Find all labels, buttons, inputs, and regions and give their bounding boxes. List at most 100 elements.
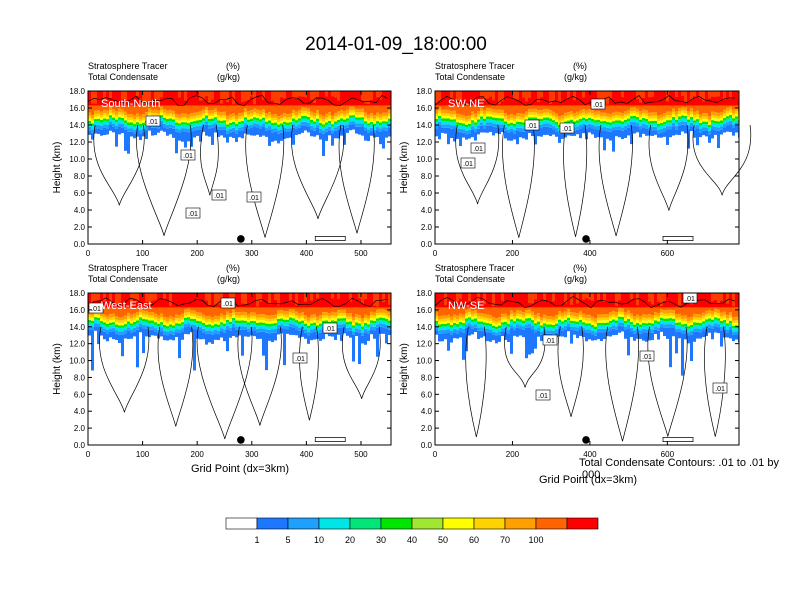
condensate-contours bbox=[87, 94, 389, 241]
colorbar-swatch bbox=[287, 517, 320, 530]
y-tick-label: 12.0 bbox=[416, 340, 432, 349]
cloud-contour bbox=[245, 124, 285, 238]
y-tick-label: 18.0 bbox=[69, 289, 85, 298]
contour-label-box bbox=[88, 302, 104, 314]
colorbar-swatch bbox=[442, 517, 475, 530]
cloud-contour bbox=[692, 124, 752, 196]
tropopause-contour bbox=[87, 94, 389, 117]
contour-label: .01 bbox=[593, 102, 603, 109]
y-tick-label: 2.0 bbox=[74, 223, 86, 232]
colorbar-label: 30 bbox=[376, 535, 386, 545]
x-tick-label: 0 bbox=[433, 450, 438, 459]
plot-frame bbox=[434, 292, 740, 446]
field2-title: Total Condensate bbox=[435, 72, 505, 82]
panel-sw-ne: .01 .01 .01 .01 .01 0.0 2.0 4.0 6.0 8.0 10.0 12.0 14… bbox=[399, 61, 752, 258]
contour-label-box bbox=[590, 98, 606, 110]
contour-label-box bbox=[246, 191, 262, 203]
y-axis-label: Height (km) bbox=[52, 343, 63, 395]
y-axis-label: Height (km) bbox=[399, 343, 410, 395]
y-tick-label: 8.0 bbox=[74, 373, 86, 382]
contour-label-box bbox=[542, 334, 558, 346]
contour-label-box bbox=[470, 142, 486, 154]
panel-south-north: .01 .01 .01 .01 .01 0.0 2.0 4.0 6.0 8.0 10.0 12.0 14… bbox=[52, 61, 392, 258]
contour-label-box bbox=[535, 389, 551, 401]
x-tick-label: 400 bbox=[583, 450, 597, 459]
y-tick-label: 6.0 bbox=[421, 189, 433, 198]
x-tick-label: 0 bbox=[433, 249, 438, 258]
colorbar-label: 10 bbox=[314, 535, 324, 545]
colorbar-swatch bbox=[349, 517, 382, 530]
y-tick-label: 16.0 bbox=[69, 306, 85, 315]
x-tick-label: 300 bbox=[245, 249, 259, 258]
surface-contour bbox=[314, 437, 346, 442]
x-tick-label: 100 bbox=[136, 249, 150, 258]
y-tick-label: 2.0 bbox=[421, 223, 433, 232]
x-tick-label: 100 bbox=[136, 450, 150, 459]
x-tick-label: 400 bbox=[300, 249, 314, 258]
cloud-contour bbox=[93, 124, 145, 206]
y-tick-label: 12.0 bbox=[69, 138, 85, 147]
y-tick-label: 16.0 bbox=[69, 104, 85, 113]
y-tick-label: 14.0 bbox=[69, 323, 85, 332]
contour-label: .01 bbox=[249, 195, 259, 202]
colorbar-swatch bbox=[504, 517, 537, 530]
plot-frame bbox=[87, 292, 392, 446]
tracer-field bbox=[88, 91, 391, 156]
cloud-contour bbox=[99, 326, 150, 413]
field2-title: Total Condensate bbox=[88, 72, 158, 82]
contour-label: .01 bbox=[214, 193, 224, 200]
tracer-field bbox=[435, 91, 739, 152]
contour-label-box bbox=[322, 322, 338, 334]
cloud-contour bbox=[563, 124, 588, 237]
condensate-contours bbox=[434, 296, 736, 442]
contour-label: .01 bbox=[91, 306, 101, 313]
contour-label: .01 bbox=[223, 301, 233, 308]
y-tick-label: 16.0 bbox=[416, 104, 432, 113]
tracer-field bbox=[88, 293, 391, 371]
contour-label-box bbox=[220, 297, 236, 309]
colorbar-label: 60 bbox=[469, 535, 479, 545]
y-axis-label: Height (km) bbox=[399, 142, 410, 194]
contour-label-box bbox=[292, 352, 308, 364]
y-tick-label: 6.0 bbox=[421, 390, 433, 399]
contour-label: .01 bbox=[463, 161, 473, 168]
y-tick-label: 8.0 bbox=[421, 172, 433, 181]
contour-label: .01 bbox=[183, 153, 193, 160]
colorbar: 1 5 10 20 30 40 50 60 70 100 bbox=[225, 517, 599, 545]
cloud-contour bbox=[504, 326, 546, 388]
contour-label: .01 bbox=[562, 126, 572, 133]
colorbar-swatch bbox=[566, 517, 599, 530]
y-tick-label: 8.0 bbox=[74, 172, 86, 181]
x-tick-label: 0 bbox=[86, 249, 91, 258]
field2-units: (g/kg) bbox=[217, 274, 240, 284]
colorbar-swatch bbox=[411, 517, 444, 530]
figure-title: 2014-01-09_18:00:00 bbox=[305, 34, 487, 55]
y-tick-label: 2.0 bbox=[74, 424, 86, 433]
cloud-contour bbox=[648, 124, 689, 211]
colorbar-swatch bbox=[473, 517, 506, 530]
x-tick-label: 600 bbox=[661, 450, 675, 459]
y-tick-label: 0.0 bbox=[74, 441, 86, 450]
contour-label-box bbox=[211, 189, 227, 201]
contour-label-box bbox=[185, 207, 201, 219]
y-tick-label: 18.0 bbox=[416, 87, 432, 96]
contour-label-box bbox=[180, 149, 196, 161]
field1-title: Stratosphere Tracer bbox=[88, 263, 168, 273]
location-marker bbox=[237, 436, 245, 444]
location-marker bbox=[582, 436, 590, 444]
contour-label-box bbox=[145, 115, 161, 127]
surface-contour bbox=[662, 236, 694, 241]
contour-label: .01 bbox=[545, 338, 555, 345]
location-marker bbox=[237, 235, 245, 243]
x-tick-label: 200 bbox=[191, 450, 205, 459]
y-axis-label: Height (km) bbox=[52, 142, 63, 194]
panel-label: West-East bbox=[101, 300, 152, 312]
contour-label: .01 bbox=[148, 119, 158, 126]
surface-contour bbox=[662, 437, 694, 442]
field2-units: (g/kg) bbox=[564, 72, 587, 82]
colorbar-label: 100 bbox=[528, 535, 543, 545]
cloud-contour bbox=[455, 124, 500, 205]
contour-label-box bbox=[639, 350, 655, 362]
panel-nw-se: .01 .01 .01 .01 .01 0.0 2.0 4.0 6.0 8.0 10.0 12.0 14… bbox=[399, 263, 740, 459]
cloud-contour bbox=[647, 326, 688, 437]
